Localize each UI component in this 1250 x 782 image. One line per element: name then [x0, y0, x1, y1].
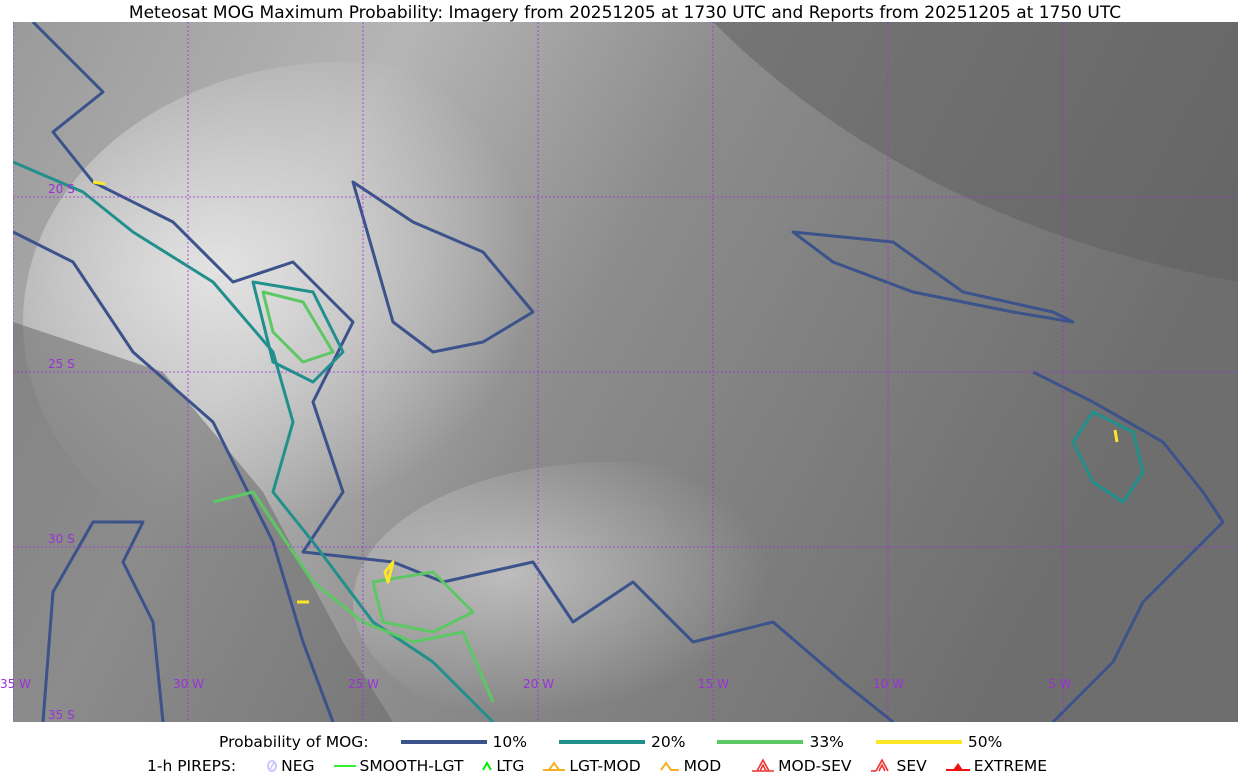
lon-label: 5 W: [1048, 677, 1072, 691]
probability-legend: Probability of MOG: 10% 20% 33% 50%: [0, 733, 1250, 751]
pirep-ltg: LTG: [481, 757, 524, 775]
pirep-lgt-mod: LGT-MOD: [542, 757, 641, 775]
lon-label: 35 W: [0, 677, 31, 691]
caret-icon: [659, 761, 679, 771]
pirep-sev: SEV: [870, 757, 927, 775]
pirep-smooth-lgt: SMOOTH-LGT: [333, 757, 463, 775]
level-33-label: 33%: [809, 733, 844, 751]
probability-contour-10%: [1032, 370, 1225, 724]
satellite-map: 35 W 30 W 25 W 20 W 15 W 10 W 5 W 20 S 2…: [0, 20, 1238, 742]
pirep-extreme: EXTREME: [945, 757, 1047, 775]
satellite-imagery: [12, 20, 1238, 742]
probability-contour-10%: [351, 180, 535, 354]
swatch-33: [717, 740, 804, 744]
pirep-neg: NEG: [266, 757, 315, 775]
swatch-50: [875, 740, 962, 744]
lat-label: 35 S: [48, 708, 75, 722]
level-50-label: 50%: [967, 733, 1003, 751]
pirep-mod-sev: MOD-SEV: [751, 757, 852, 775]
probability-contour-10%: [41, 520, 165, 723]
lon-label: 10 W: [873, 677, 904, 691]
caret-bar-icon: [543, 761, 566, 771]
lon-label: 15 W: [698, 677, 729, 691]
pirep-mod: MOD: [659, 757, 721, 775]
caret-icon: [482, 760, 493, 771]
line-icon: [333, 765, 356, 767]
probability-contour-20%: [251, 280, 345, 384]
probability-contour-50%: [383, 560, 395, 584]
lat-label: 30 S: [48, 532, 75, 546]
lon-label: 25 W: [348, 677, 379, 691]
probability-legend-label: Probability of MOG:: [219, 733, 369, 751]
probability-contour-50%: [1113, 429, 1119, 443]
lon-label: 30 W: [173, 677, 204, 691]
probability-contour-10%: [791, 230, 1075, 324]
pireps-legend: 1-h PIREPS: NEG SMOOTH-LGT LTG LGT-MOD M…: [0, 757, 1250, 775]
probability-contour-10%: [12, 230, 335, 723]
swatch-10: [400, 740, 487, 744]
probability-contour-20%: [1071, 410, 1145, 504]
level-20-label: 20%: [651, 733, 686, 751]
filled-triangle-icon: [945, 763, 970, 771]
probability-contour-33%: [371, 570, 475, 634]
map-title: Meteosat MOG Maximum Probability: Imager…: [128, 3, 1122, 23]
double-caret-bar-icon: [752, 758, 775, 772]
probability-contour-33%: [261, 290, 335, 364]
probability-contour-33%: [212, 490, 495, 703]
probability-contour-10%: [31, 20, 894, 724]
swatch-20: [559, 740, 645, 744]
lat-label: 25 S: [48, 357, 75, 371]
lat-label: 20 S: [48, 182, 75, 196]
neg-circle-icon: [267, 760, 278, 772]
double-caret-icon: [870, 758, 889, 772]
lon-label: 20 W: [523, 677, 554, 691]
probability-contour-50%: [92, 180, 106, 186]
level-10-label: 10%: [492, 733, 527, 751]
pireps-legend-label: 1-h PIREPS:: [147, 757, 237, 775]
